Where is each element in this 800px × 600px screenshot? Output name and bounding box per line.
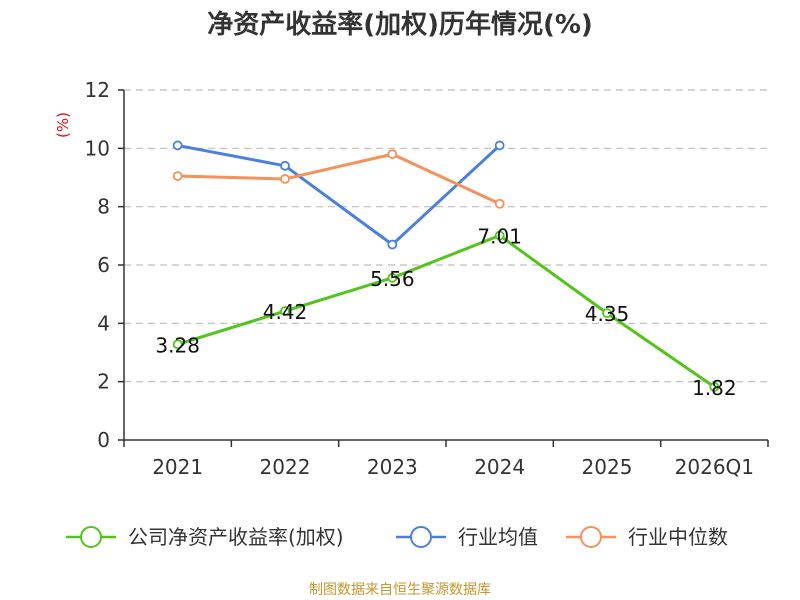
legend-item[interactable]: 行业中位数 [566,525,728,549]
series-point [172,171,183,181]
y-tick-label: 12 [85,78,110,102]
legend-marker [580,526,602,548]
x-tick-label: 2025 [582,455,633,479]
y-tick-label: 0 [97,428,110,452]
chart-title: 净资产收益率(加权)历年情况(%) [207,9,593,40]
y-axis-label: (%) [54,112,72,138]
legend[interactable]: 公司净资产收益率(加权) 行业均值 行业中位数 [66,525,728,549]
source-note: 制图数据来自恒生聚源数据库 [309,582,491,598]
x-tick-label: 2022 [260,455,311,479]
x-tick-label: 2026Q1 [675,455,754,479]
series-line [177,152,501,206]
x-tick-label: 2021 [152,455,203,479]
series-point [172,339,183,350]
series-point [494,198,505,209]
data-label: 4.42 [263,300,308,324]
series-point [280,306,290,316]
data-label: 5.56 [370,267,415,291]
legend-marker [410,526,432,548]
series-point [387,272,398,283]
legend-marker [80,526,102,548]
x-tick-label: 2024 [474,455,525,479]
y-tick-label: 2 [97,370,110,394]
data-label: 7.01 [477,225,522,249]
y-tick-label: 6 [97,253,110,277]
legend-item[interactable]: 公司净资产收益率(加权) [66,525,344,549]
y-tick-label: 10 [85,136,110,160]
series-point [494,230,505,241]
series-lines [172,140,720,392]
series-point [172,140,183,151]
y-tick-label: 8 [97,195,110,219]
series-line [177,234,716,389]
x-tick-label: 2023 [367,455,418,479]
legend-item[interactable]: 行业均值 [396,525,538,549]
axes: 0 2 4 6 8 10 12 2021 2022 2023 2024 2025 2026Q1 [85,78,769,479]
legend-label: 公司净资产收益率(加权) [128,525,344,549]
data-label: 3.28 [155,333,200,357]
data-label: 4.35 [585,302,630,326]
series-line [177,143,501,247]
series-point [280,160,290,171]
series-point [387,239,398,250]
series-point [387,149,398,160]
data-labels: 3.28 4.42 5.56 7.01 4.35 1.82 [155,225,736,400]
series-point [602,308,612,319]
y-tick-label: 4 [97,311,110,335]
series-point [709,382,720,392]
data-label: 1.82 [692,376,737,400]
series-point [494,140,505,151]
legend-label: 行业均值 [458,525,538,549]
grid-lines [124,89,768,383]
series-point [280,174,290,184]
legend-label: 行业中位数 [628,525,728,549]
